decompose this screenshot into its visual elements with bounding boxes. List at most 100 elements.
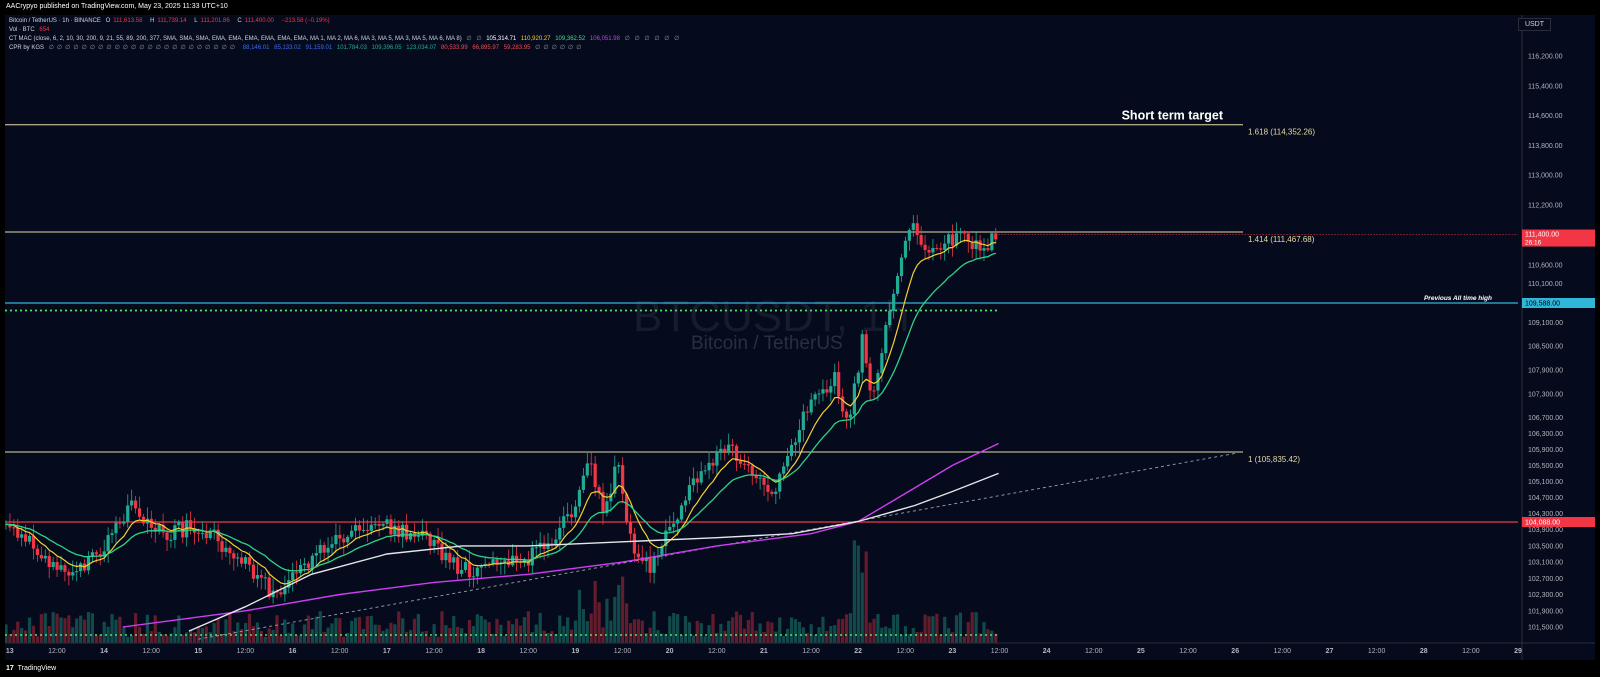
candle-body (715, 451, 719, 466)
price-tick-label: 107,300.00 (1528, 391, 1563, 398)
candle-body (200, 533, 204, 535)
candle-body (577, 489, 582, 507)
time-tick-label: 12:00 (802, 648, 820, 655)
candle-body (534, 547, 538, 549)
footer-brand[interactable]: 17 TradingView (6, 665, 56, 672)
candle-body (122, 521, 126, 524)
price-tick-label: 102,300.00 (1528, 592, 1563, 599)
legend-volume-row[interactable]: Vol · BTC 654 (9, 26, 682, 35)
price-chart-svg[interactable]: 1.618 (114,352.26) 1.414 (111,467.68) 1 (1… (5, 15, 1595, 660)
volume-bar (821, 616, 825, 643)
countdown-text: 26:16 (1525, 240, 1542, 247)
volume-bar (373, 624, 377, 643)
volume-bar (302, 624, 307, 643)
candle-body (797, 430, 801, 443)
cpr-value: 109,396.05 (371, 45, 402, 51)
price-tick-label: 112,200.00 (1528, 202, 1563, 209)
candle-body (330, 544, 334, 548)
volume-bar (927, 616, 931, 643)
candle-body (236, 557, 240, 559)
candle-body (161, 524, 165, 533)
candle-body (326, 547, 330, 553)
volume-bar (452, 616, 456, 643)
candle-body (624, 493, 629, 522)
candle-body (762, 477, 766, 485)
volume-bar (475, 614, 479, 643)
volume-bar (786, 628, 790, 643)
previous-ath-label: Previous All time high (1424, 295, 1492, 302)
candle-body (833, 372, 837, 387)
volume-bar (939, 634, 943, 643)
volume-bar (668, 616, 672, 643)
volume-bar (558, 615, 562, 643)
ctmac-label: CT MAC (close, 6, 2, 10, 30, 200, 9, 21,… (9, 36, 462, 42)
current-price-badge (1522, 229, 1595, 247)
candle-body (982, 248, 986, 251)
volume-bar (185, 632, 189, 643)
candle-body (63, 565, 67, 572)
volume-bar (640, 620, 644, 643)
volume-bar (130, 635, 134, 643)
time-tick-label: 12:00 (237, 648, 255, 655)
volume-bar (636, 619, 640, 643)
price-tick-label: 106,700.00 (1528, 415, 1563, 422)
volume-bar (982, 622, 986, 643)
candle-body (153, 527, 157, 532)
candle-body (43, 555, 47, 559)
volume-bar (436, 636, 440, 643)
candle-body (974, 240, 978, 250)
volume-bar (734, 611, 739, 643)
candle-body (766, 484, 770, 492)
candle-body (24, 534, 28, 542)
volume-bar (632, 619, 637, 643)
volume-bar (754, 630, 758, 643)
candle-body (79, 563, 83, 572)
volume-bar (365, 616, 369, 643)
candle-body (208, 530, 212, 539)
volume-bar (220, 635, 224, 643)
chart-area[interactable]: Bitcoin / TetherUS · 1h · BINANCE O 111,6… (5, 15, 1595, 660)
volume-bar (530, 632, 534, 643)
publish-info: AACrypyo published on TradingView.com, M… (6, 3, 228, 10)
cpr-placeholders: ∅ ∅ ∅ ∅ ∅ ∅ ∅ ∅ ∅ ∅ ∅ ∅ ∅ ∅ ∅ ∅ ∅ ∅ ∅ ∅ ∅ ∅ ∅ (48, 45, 236, 51)
candle-body (295, 572, 299, 574)
volume-bar (90, 613, 95, 643)
candle-body (405, 524, 409, 540)
volume-bar (397, 611, 401, 643)
price-tick-label: 106,300.00 (1528, 431, 1563, 438)
ohlc-change: −213.58 (−0.19%) (281, 18, 330, 24)
volume-bar (644, 633, 648, 643)
volume-bar (487, 622, 491, 643)
candle-body (401, 524, 405, 538)
volume-bar (428, 636, 432, 643)
candle-body (746, 464, 750, 466)
candle-body (381, 523, 385, 526)
candle-body (126, 505, 130, 522)
volume-bar (491, 634, 495, 643)
candle-body (793, 442, 798, 445)
price-tick-label: 114,600.00 (1528, 113, 1563, 120)
volume-bar (789, 617, 794, 643)
candle-body (679, 505, 684, 520)
volume-bar (353, 617, 358, 643)
candle-body (334, 534, 338, 545)
candle-body (742, 463, 747, 465)
volume-bar (102, 621, 106, 643)
volume-bar (672, 612, 676, 643)
candle-body (503, 560, 507, 563)
legend-cpr-row[interactable]: CPR by KGS ∅ ∅ ∅ ∅ ∅ ∅ ∅ ∅ ∅ ∅ ∅ ∅ ∅ ∅ ∅ ∅ ∅ ∅ ∅ ∅ ∅ ∅ ∅ 88,14… (9, 44, 682, 53)
volume-bar (581, 609, 585, 643)
candle-body (860, 334, 864, 373)
volume-bar (687, 622, 692, 643)
candle-body (935, 247, 939, 249)
volume-bar (420, 631, 424, 643)
legend-ctmac-row[interactable]: CT MAC (close, 6, 2, 10, 30, 200, 9, 21,… (9, 35, 682, 44)
currency-button[interactable]: USDT (1517, 18, 1551, 31)
volume-bar (597, 602, 601, 643)
volume-bar (872, 618, 876, 643)
candle-body (880, 353, 884, 374)
candle-body (844, 411, 849, 418)
price-tick-label: 104,700.00 (1528, 495, 1563, 502)
volume-bar (322, 631, 326, 643)
candle-body (165, 532, 169, 540)
